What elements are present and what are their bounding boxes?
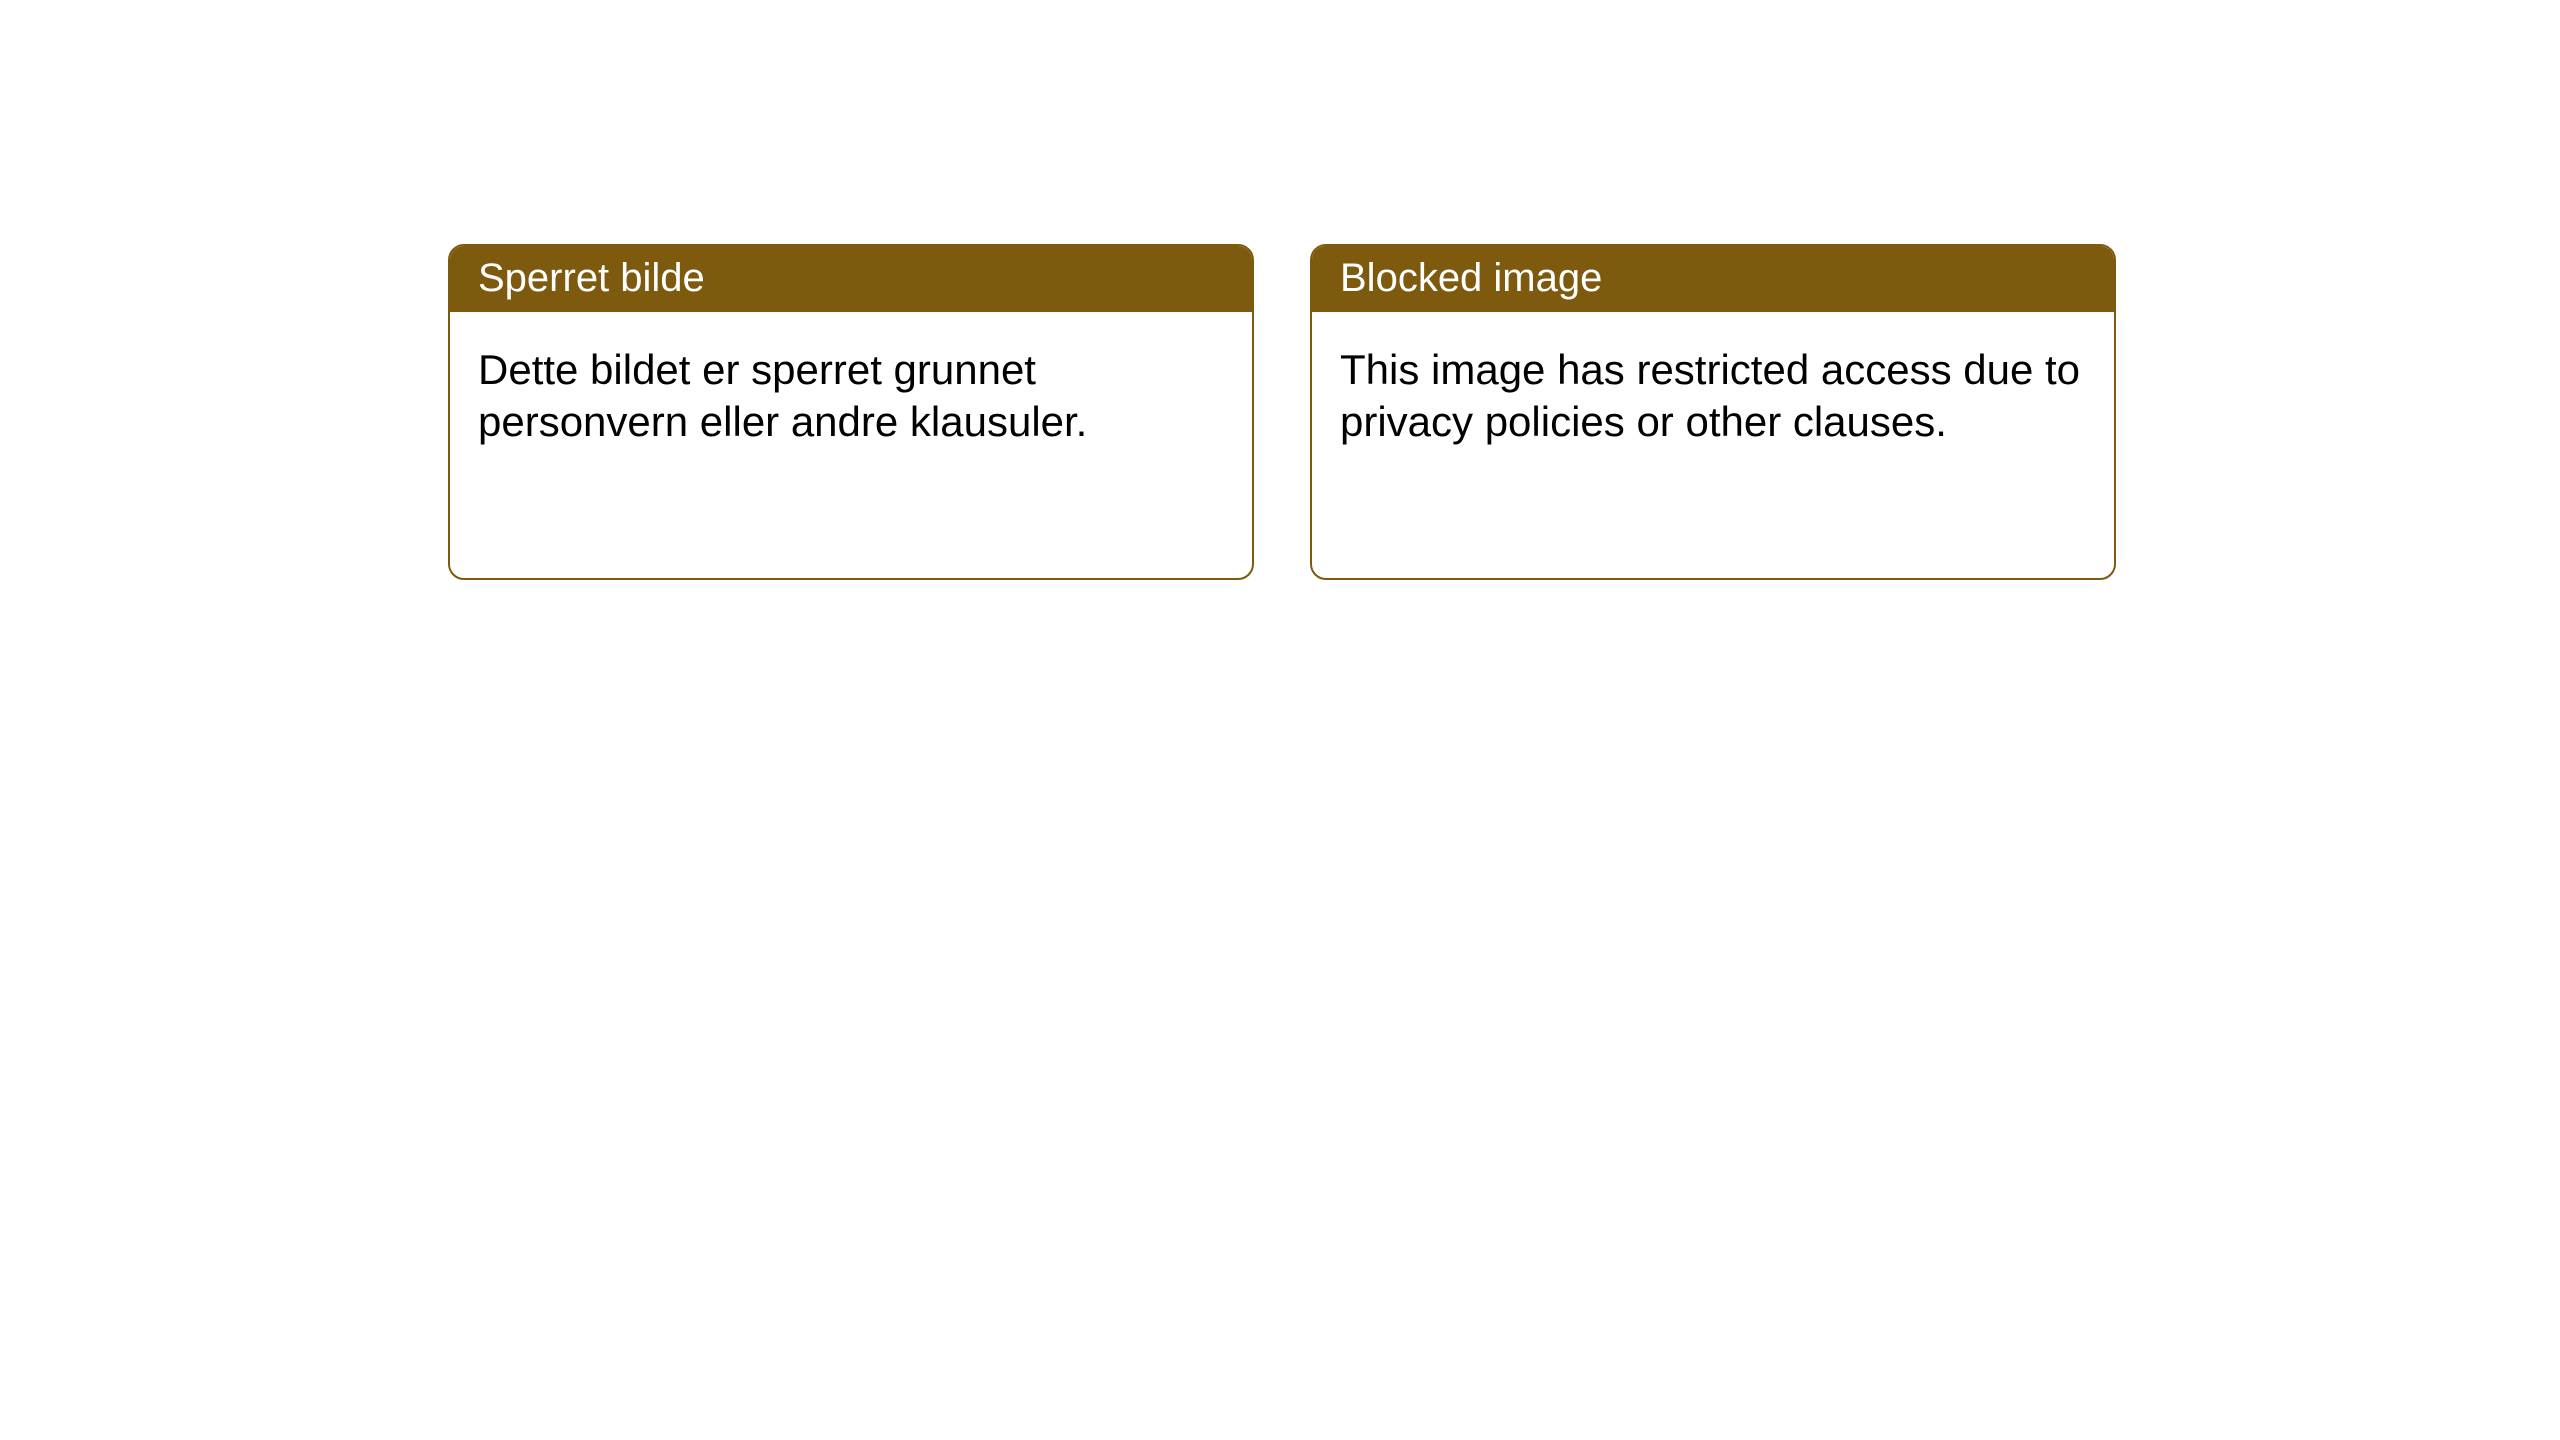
notice-body: This image has restricted access due to … — [1312, 312, 2114, 480]
notice-card-english: Blocked image This image has restricted … — [1310, 244, 2116, 580]
notice-body: Dette bildet er sperret grunnet personve… — [450, 312, 1252, 480]
notice-title: Sperret bilde — [450, 246, 1252, 312]
notice-container: Sperret bilde Dette bildet er sperret gr… — [0, 0, 2560, 580]
notice-card-norwegian: Sperret bilde Dette bildet er sperret gr… — [448, 244, 1254, 580]
notice-title: Blocked image — [1312, 246, 2114, 312]
